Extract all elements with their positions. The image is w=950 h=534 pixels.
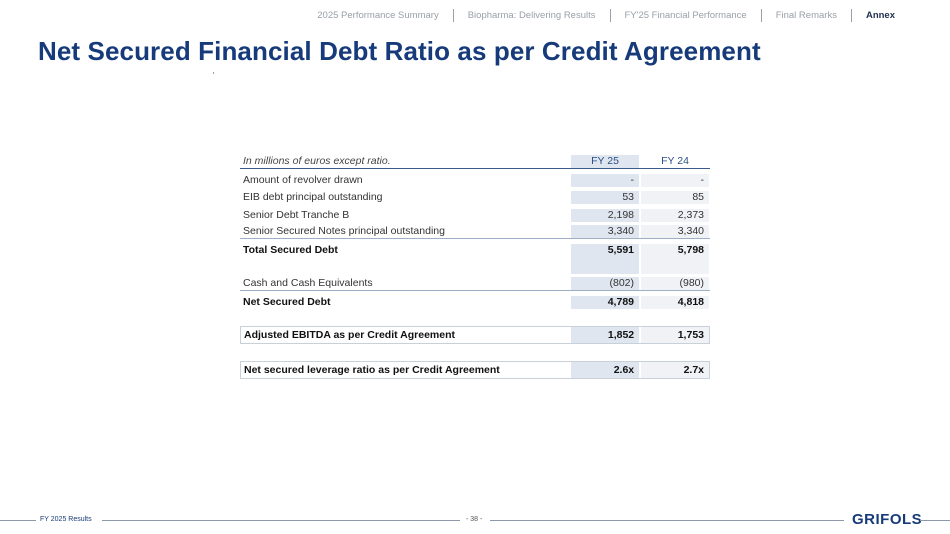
column-header-fy24: FY 24 (661, 155, 689, 167)
footer-divider (490, 520, 844, 521)
fy25-value: 1,852 (571, 326, 640, 343)
table-spacer (240, 256, 710, 274)
table-row: Cash and Cash Equivalents (802) (980) (240, 274, 710, 291)
spacer-cell (641, 256, 709, 274)
row-label: Total Secured Debt (243, 243, 338, 256)
nav-item-financial-performance[interactable]: FY'25 Financial Performance (609, 9, 761, 22)
footer-divider (920, 520, 950, 521)
table-row: Senior Debt Tranche B 2,198 2,373 (240, 204, 710, 222)
row-label: Net Secured Debt (243, 295, 331, 308)
fy25-value: 53 (571, 191, 639, 204)
decorative-mark (213, 72, 214, 74)
fy24-value: (980) (641, 277, 709, 290)
row-label: EIB debt principal outstanding (243, 191, 383, 203)
table-row: Amount of revolver drawn - - (240, 169, 710, 187)
footer-divider (0, 520, 36, 521)
leverage-ratio-row: Net secured leverage ratio as per Credit… (240, 360, 710, 379)
row-label: Net secured leverage ratio as per Credit… (244, 363, 500, 376)
grifols-logo: GRIFOLS (852, 511, 923, 528)
row-label: Cash and Cash Equivalents (243, 277, 373, 289)
unit-note: In millions of euros except ratio. (243, 155, 391, 167)
fy24-value: 2,373 (641, 208, 709, 222)
fy25-value: - (571, 173, 639, 187)
fy24-value: - (641, 173, 709, 187)
row-label: Senior Secured Notes principal outstandi… (243, 225, 445, 237)
fy25-value: 2,198 (571, 208, 639, 222)
table-row: Senior Secured Notes principal outstandi… (240, 222, 710, 239)
page-number: - 38 - (466, 516, 483, 523)
table-spacer (240, 344, 710, 361)
top-navigation: 2025 Performance Summary Biopharma: Deli… (303, 9, 909, 22)
fy24-value: 5,798 (641, 243, 709, 257)
adjusted-ebitda-row: Adjusted EBITDA as per Credit Agreement … (240, 325, 710, 344)
fy24-value: 2.7x (641, 361, 709, 378)
fy24-value: 4,818 (641, 295, 709, 309)
fy24-value: 85 (641, 191, 709, 204)
nav-item-annex[interactable]: Annex (850, 9, 909, 22)
row-label: Adjusted EBITDA as per Credit Agreement (244, 328, 456, 341)
row-label: Senior Debt Tranche B (243, 208, 350, 221)
fy25-value: 4,789 (571, 295, 639, 309)
total-secured-debt-row: Total Secured Debt 5,591 5,798 (240, 239, 710, 257)
nav-item-performance-summary[interactable]: 2025 Performance Summary (317, 10, 439, 21)
fy25-value: 2.6x (571, 361, 640, 378)
secured-debt-table: In millions of euros except ratio. FY 25… (240, 155, 710, 379)
column-header-fy25: FY 25 (571, 155, 639, 168)
row-label: Amount of revolver drawn (243, 173, 363, 186)
table-row: EIB debt principal outstanding 53 85 (240, 187, 710, 204)
fy24-value: 1,753 (641, 326, 709, 343)
table-spacer (240, 309, 710, 326)
page-title: Net Secured Financial Debt Ratio as per … (38, 36, 761, 66)
net-secured-debt-row: Net Secured Debt 4,789 4,818 (240, 291, 710, 309)
fy25-value: 3,340 (571, 225, 639, 238)
nav-item-final-remarks[interactable]: Final Remarks (760, 9, 851, 22)
fy25-value: 5,591 (571, 243, 639, 257)
table-header-row: In millions of euros except ratio. FY 25… (240, 155, 710, 169)
footer-report-name: FY 2025 Results (40, 516, 92, 523)
spacer-cell (571, 256, 639, 274)
fy24-value: 3,340 (641, 225, 709, 238)
nav-item-biopharma[interactable]: Biopharma: Delivering Results (452, 9, 610, 22)
footer-divider (102, 520, 460, 521)
fy25-value: (802) (571, 277, 639, 290)
